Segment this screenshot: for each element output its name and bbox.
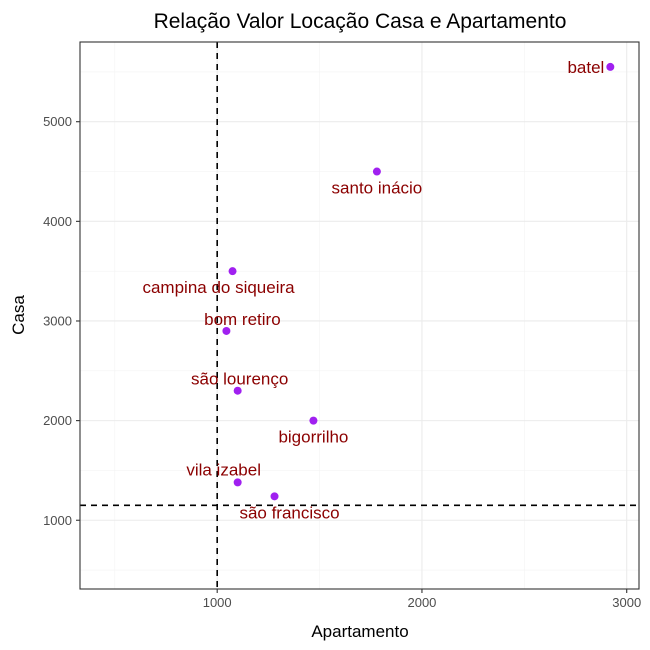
data-point (233, 478, 242, 487)
plot-panel (79, 41, 640, 590)
x-axis-title: Apartamento (311, 622, 408, 641)
y-tick-label: 5000 (43, 114, 72, 129)
reference-lines (80, 42, 639, 589)
data-point (228, 267, 237, 276)
y-tick-label: 1000 (43, 513, 72, 528)
data-point (222, 326, 231, 335)
data-point (372, 167, 381, 176)
y-tick-label: 3000 (43, 313, 72, 328)
point-label: vila izabel (186, 460, 261, 479)
x-tick-label: 3000 (612, 595, 641, 610)
data-points (222, 62, 615, 501)
grid (80, 42, 639, 589)
data-point (606, 62, 615, 71)
point-label: batel (567, 58, 604, 77)
x-tick-label: 2000 (407, 595, 436, 610)
y-tick-label: 4000 (43, 214, 72, 229)
y-axis-title: Casa (9, 295, 28, 335)
point-label: bom retiro (204, 310, 281, 329)
point-labels: batel santo inácio campina do siqueira bom … (142, 58, 604, 522)
point-label: santo inácio (332, 179, 423, 198)
point-label: campina do siqueira (142, 278, 295, 297)
axis-ticks: 1000 2000 3000 1000 2000 3000 4000 5000 (43, 114, 641, 610)
data-point (233, 386, 242, 395)
point-label: são lourenço (191, 370, 288, 389)
data-point (270, 492, 279, 501)
point-label: bigorrilho (278, 428, 348, 447)
point-label: são francisco (239, 503, 339, 522)
y-tick-label: 2000 (43, 413, 72, 428)
x-tick-label: 1000 (203, 595, 232, 610)
chart-title: Relação Valor Locação Casa e Apartamento (154, 10, 567, 33)
data-point (309, 416, 318, 425)
